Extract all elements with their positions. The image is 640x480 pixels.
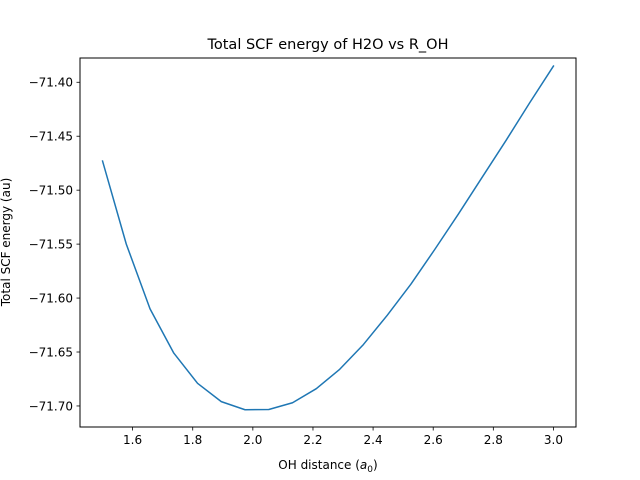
x-axis-label-close: ) bbox=[373, 458, 378, 472]
x-tick-label: 2.2 bbox=[303, 433, 322, 447]
y-tick-label: −71.55 bbox=[29, 237, 73, 251]
y-axis-ticks: −71.40 −71.45 −71.50 −71.55 −71.60 −71.65 −71.… bbox=[29, 76, 80, 413]
x-tick-label: 2.4 bbox=[364, 433, 383, 447]
x-axis-label-symbol: a bbox=[360, 458, 367, 472]
y-tick-label: −71.50 bbox=[29, 183, 73, 197]
x-tick-label: 2.0 bbox=[243, 433, 262, 447]
y-tick-label: −71.60 bbox=[29, 291, 73, 305]
y-axis-label: Total SCF energy (au) bbox=[0, 178, 13, 308]
x-tick-label: 1.6 bbox=[123, 433, 142, 447]
y-tick-label: −71.40 bbox=[29, 76, 73, 90]
x-tick-label: 3.0 bbox=[544, 433, 563, 447]
x-axis-label-main: OH distance ( bbox=[278, 458, 360, 472]
x-axis-label-subscript: 0 bbox=[367, 465, 373, 475]
series-line-0 bbox=[101, 65, 555, 411]
plot-frame bbox=[79, 57, 577, 428]
x-tick-label: 2.6 bbox=[424, 433, 443, 447]
y-tick-label: −71.45 bbox=[29, 130, 73, 144]
plot-area bbox=[101, 65, 555, 411]
x-axis-ticks: 1.6 1.8 2.0 2.2 2.4 2.6 2.8 3.0 bbox=[123, 427, 563, 447]
x-tick-label: 1.8 bbox=[183, 433, 202, 447]
y-tick-label: −71.70 bbox=[29, 399, 73, 413]
y-tick-label: −71.65 bbox=[29, 345, 73, 359]
x-tick-label: 2.8 bbox=[484, 433, 503, 447]
chart-title: Total SCF energy of H2O vs R_OH bbox=[206, 37, 448, 53]
x-axis-label: OH distance (a0) bbox=[278, 458, 377, 475]
